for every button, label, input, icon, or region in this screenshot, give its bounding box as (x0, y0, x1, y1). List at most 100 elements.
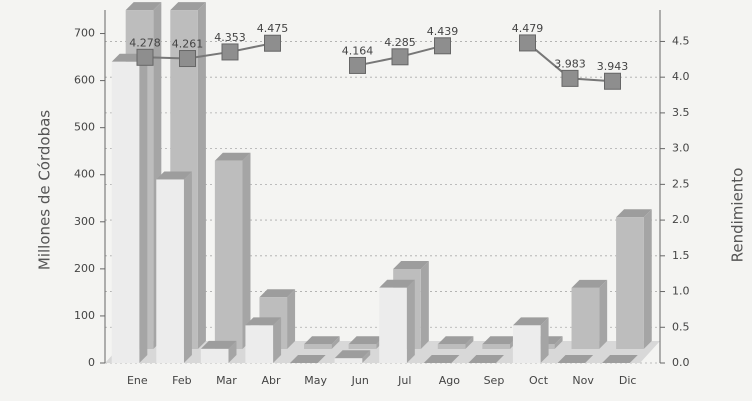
marker (561, 69, 579, 87)
marker (264, 34, 281, 52)
bar-top (512, 317, 549, 326)
bar-side (139, 53, 148, 363)
x-tick-label: Oct (529, 374, 549, 387)
y2-tick-label: 3.0 (672, 142, 690, 155)
x-tick-label: Ene (127, 374, 148, 387)
bar-top (393, 260, 429, 269)
bar-side (331, 336, 340, 349)
data-label: 4.164 (342, 44, 374, 57)
bar (304, 344, 332, 349)
bar-top (304, 336, 340, 345)
y2-tick-label: 1.5 (672, 249, 690, 262)
marker (179, 50, 196, 68)
marker (349, 56, 366, 74)
y2-axis-label: Rendimiento (729, 168, 747, 263)
marker (604, 72, 621, 90)
bar-top (423, 355, 460, 363)
bar-top (557, 355, 594, 363)
y-axis-label: Millones de Córdobas (36, 110, 54, 270)
marker (136, 48, 154, 66)
y-tick-label: 700 (74, 27, 95, 40)
bar (200, 348, 229, 363)
bar-top (214, 152, 251, 161)
data-label: 4.278 (129, 36, 161, 49)
bar-side (273, 317, 282, 363)
y2-tick-label: 3.5 (672, 106, 690, 119)
bar-side (228, 340, 237, 363)
bar-side (287, 289, 296, 349)
bar-side (540, 317, 549, 363)
y-tick-label: 600 (74, 74, 95, 87)
y2-tick-label: 4.0 (672, 70, 690, 83)
bar-top (482, 336, 518, 345)
bar-top (379, 279, 415, 288)
bar-top (468, 355, 504, 363)
data-label: 4.261 (172, 38, 204, 51)
marker (221, 43, 239, 61)
bar (512, 325, 541, 363)
bar-top (170, 2, 206, 11)
y2-tick-label: 4.5 (672, 34, 690, 47)
x-tick-label: Jun (351, 374, 369, 387)
y-tick-label: 300 (74, 215, 95, 228)
y2-tick-label: 2.0 (672, 213, 690, 226)
bar-side (183, 171, 192, 363)
y-tick-label: 100 (74, 309, 95, 322)
bar-top (290, 355, 326, 363)
bar-top (200, 340, 237, 349)
marker (434, 37, 451, 55)
bar-side (242, 152, 251, 349)
y-tick-label: 200 (74, 262, 95, 275)
data-label: 4.285 (384, 36, 416, 49)
y2-tick-label: 0.5 (672, 320, 690, 333)
y-tick-label: 0 (88, 356, 95, 369)
line (144, 42, 613, 83)
data-label: 4.479 (512, 22, 544, 35)
data-label: 4.475 (257, 22, 289, 35)
bar-side (465, 336, 474, 349)
bar-side (554, 336, 563, 349)
x-tick-label: Abr (262, 374, 282, 387)
bar-top (156, 171, 192, 180)
bar-top (334, 350, 371, 359)
bar-top (348, 336, 385, 345)
x-tick-label: Dic (619, 374, 637, 387)
bar (437, 344, 466, 349)
bar (214, 160, 243, 349)
data-label: 4.439 (427, 25, 459, 38)
bar (245, 325, 274, 363)
bar (482, 344, 510, 349)
x-tick-label: Mar (216, 374, 237, 387)
bar-side (599, 279, 608, 349)
x-tick-label: Jul (397, 374, 411, 387)
x-tick-label: Sep (484, 374, 505, 387)
marker (519, 34, 536, 52)
y2-tick-label: 0.0 (672, 356, 690, 369)
y-tick-label: 400 (74, 168, 95, 181)
bar (571, 287, 600, 349)
bar-top (616, 209, 652, 218)
bar-side (420, 260, 429, 349)
bar (616, 217, 644, 349)
y2-tick-label: 1.0 (672, 285, 690, 298)
x-tick-label: Feb (172, 374, 191, 387)
data-label: 3.943 (597, 60, 629, 73)
x-tick-label: May (304, 374, 327, 387)
bar-side (197, 2, 206, 350)
bar-side (406, 279, 415, 363)
bar-top (571, 279, 608, 288)
bar (111, 61, 140, 363)
marker (391, 48, 409, 66)
data-label: 3.983 (554, 57, 586, 70)
bar (156, 179, 184, 363)
x-tick-label: Ago (439, 374, 461, 387)
bar (334, 358, 363, 363)
y-tick-label: 500 (74, 121, 95, 134)
bar-top (125, 2, 162, 11)
bar-side (362, 350, 371, 363)
bar-top (245, 317, 282, 326)
bar-side (643, 209, 652, 349)
data-label: 4.353 (214, 31, 246, 44)
bar-top (437, 336, 474, 345)
